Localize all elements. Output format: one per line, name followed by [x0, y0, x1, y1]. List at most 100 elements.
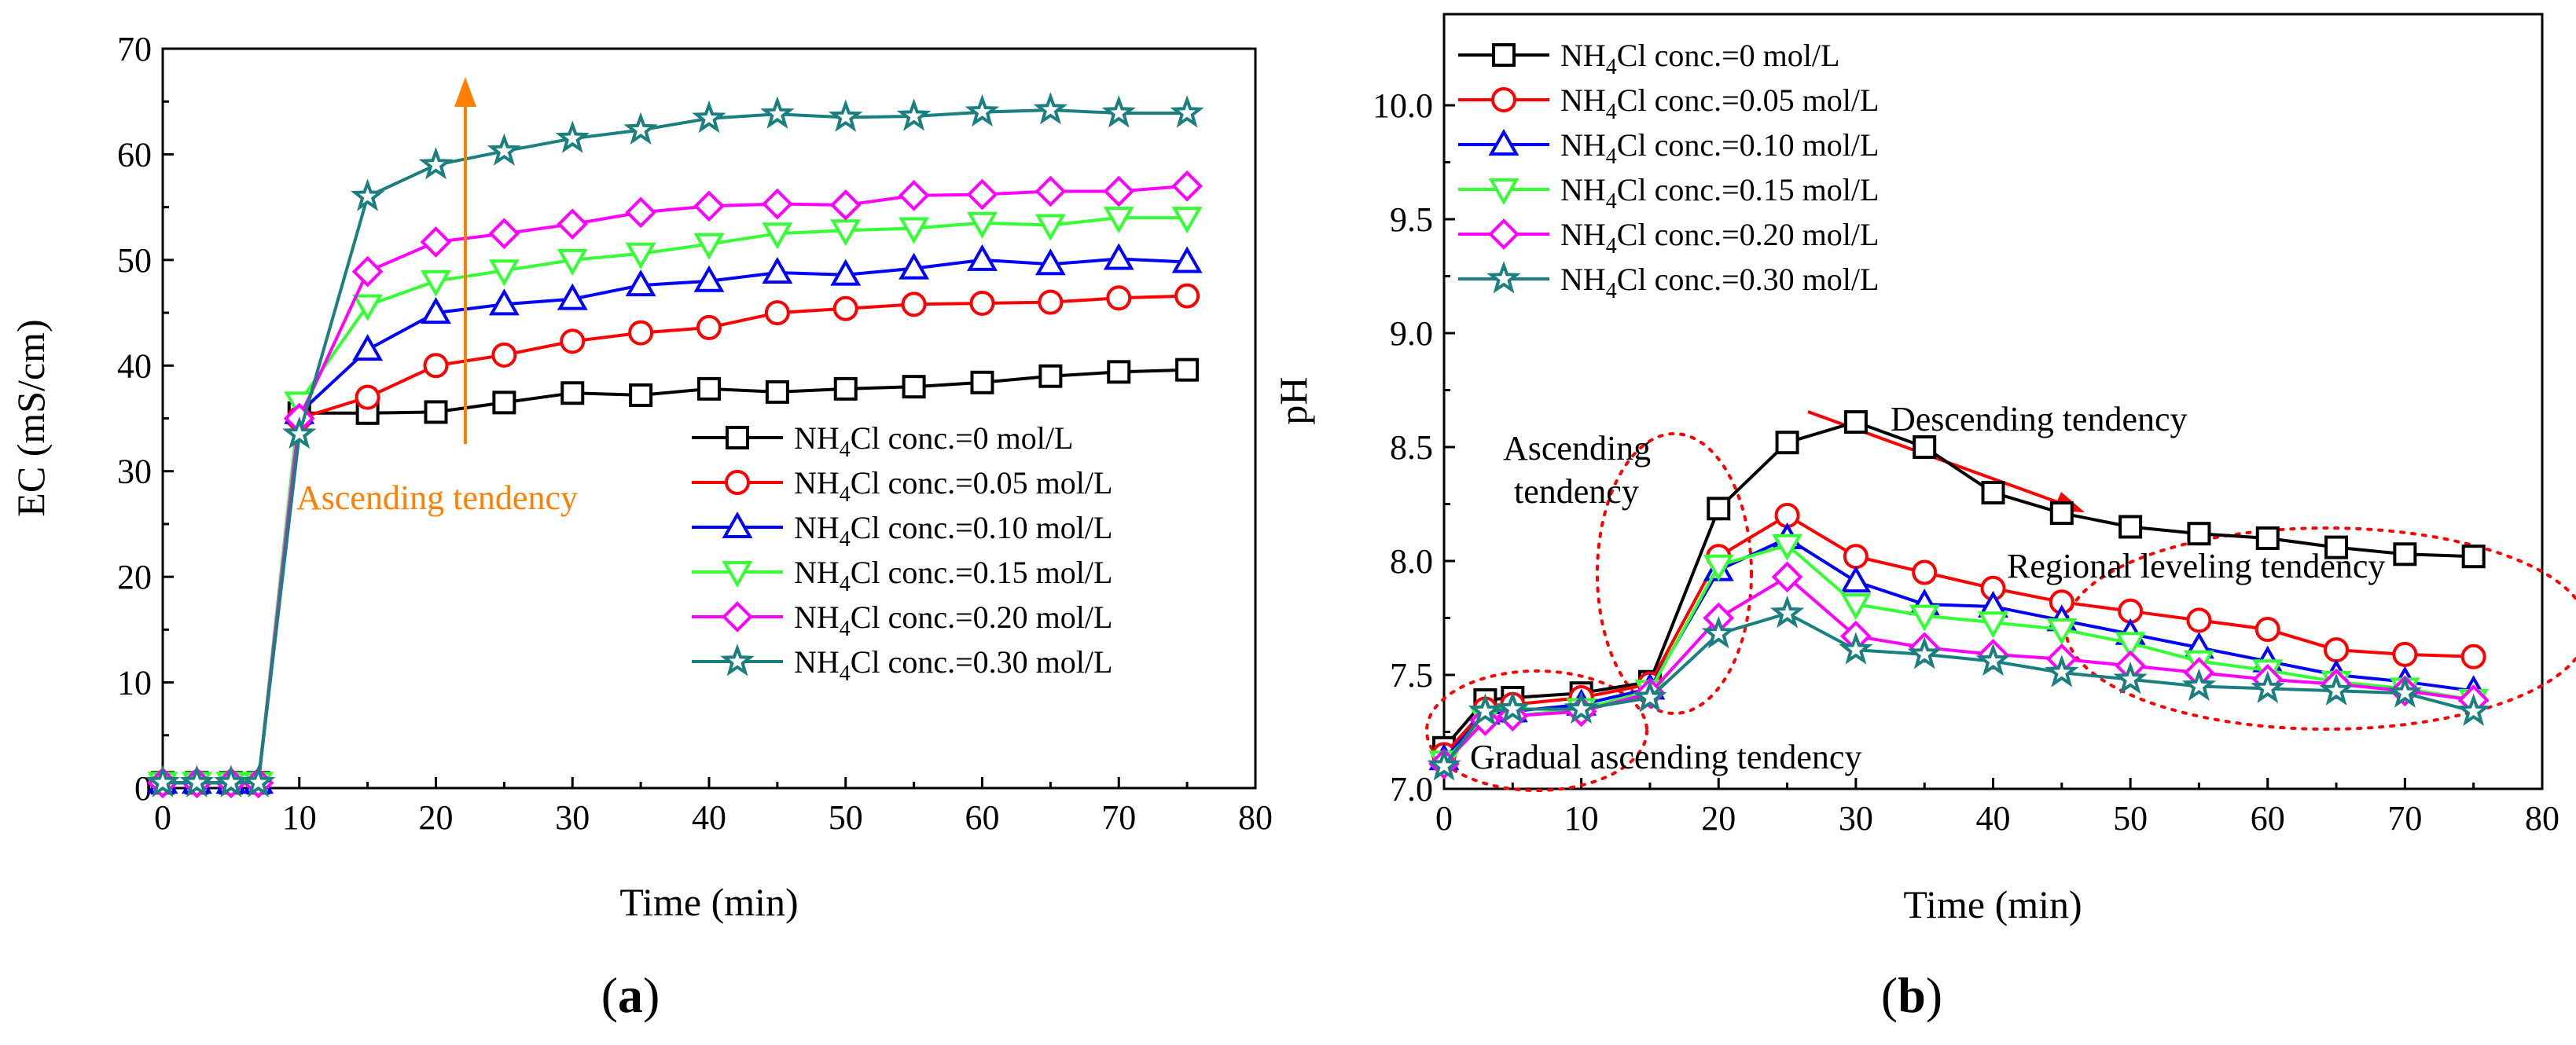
data-point: [832, 295, 858, 321]
annotation-leveling-b: Regional leveling tendency: [2007, 547, 2385, 585]
data-point: [2255, 526, 2280, 550]
data-point: [833, 376, 858, 401]
panel-label-a-open: (: [601, 967, 618, 1023]
panel-label-b-close: ): [1926, 967, 1942, 1023]
legend-item-1: NH4Cl conc.=0.05 mol/L: [692, 465, 1112, 507]
y-tick-label: 10: [117, 664, 152, 702]
panel-b: 0 10 20 30 40 50 60 70 807.07.58.08.59.09.510.0 …: [1271, 13, 2576, 1023]
legend-label: NH4Cl conc.=0 mol/L: [794, 420, 1073, 462]
data-point: [557, 248, 588, 276]
data-point: [829, 99, 863, 132]
legend-item-4: NH4Cl conc.=0.20 mol/L: [1458, 217, 1879, 258]
y-tick-label: 9.5: [1390, 200, 1433, 239]
data-point: [1840, 566, 1872, 593]
annotation-gradual-b: Gradual ascending tendency: [1470, 738, 1861, 776]
data-point: [1843, 410, 1868, 434]
legend-marker: [1488, 128, 1520, 156]
data-point: [1913, 435, 1937, 459]
data-point: [967, 244, 998, 271]
legend-label: NH4Cl conc.=0.15 mol/L: [1560, 172, 1879, 214]
data-point: [2461, 544, 2486, 569]
ellipse-gradual: [1425, 669, 1648, 792]
legend-label: NH4Cl conc.=0.10 mol/L: [794, 510, 1112, 552]
series-layer-a: [145, 92, 1204, 799]
data-point: [625, 242, 656, 270]
x-tick-label: 30: [1839, 799, 1873, 838]
x-tick-label: 10: [282, 798, 317, 837]
data-point: [625, 270, 656, 297]
data-point: [829, 189, 862, 221]
data-point: [1840, 593, 1872, 621]
data-point: [2118, 515, 2143, 539]
data-point: [2319, 673, 2354, 706]
data-point: [2251, 670, 2285, 703]
data-point: [421, 270, 451, 297]
panel-label-b-letter: b: [1898, 967, 1926, 1023]
data-point: [1038, 364, 1063, 388]
data-point: [1772, 534, 1803, 561]
data-point: [693, 233, 725, 260]
legend-marker: [720, 644, 755, 676]
data-point: [214, 764, 248, 798]
data-point: [765, 380, 789, 404]
data-point: [2113, 661, 2148, 695]
x-tick-label: 0: [154, 798, 171, 837]
data-point: [418, 147, 454, 180]
data-point: [2045, 654, 2079, 688]
y-tick-label: 8.5: [1390, 428, 1433, 467]
data-point: [1033, 92, 1068, 125]
data-point: [1912, 559, 1938, 585]
data-point: [830, 258, 862, 286]
y-tick-label: 7.5: [1390, 656, 1433, 695]
data-point: [1775, 431, 1799, 455]
x-tick-label: 80: [1238, 798, 1273, 837]
panel-label-a: (a): [601, 967, 660, 1023]
data-point: [1034, 175, 1067, 207]
x-tick-label: 0: [1435, 799, 1453, 838]
x-tick-label: 40: [1976, 799, 2011, 838]
annotation-ascending-a: Ascending tendency: [296, 478, 578, 517]
data-point: [1174, 283, 1200, 309]
data-point: [1907, 636, 1942, 669]
data-point: [557, 208, 589, 240]
data-point: [970, 370, 994, 394]
data-point: [492, 390, 516, 415]
legend-label: NH4Cl conc.=0.20 mol/L: [1560, 217, 1879, 258]
data-point: [830, 219, 862, 247]
ticks-b: 0 10 20 30 40 50 60 70 80 7.0 7.5 8.0 8.5 9.0 9.5 10.0: [1373, 86, 2559, 838]
data-point: [1175, 358, 1200, 382]
x-tick-label: 10: [1564, 799, 1599, 838]
data-point: [487, 133, 522, 166]
series-layer-b: [1427, 410, 2491, 781]
data-point: [1101, 95, 1136, 128]
data-point: [901, 292, 927, 317]
data-point: [902, 375, 926, 399]
data-point: [696, 314, 722, 340]
data-point: [560, 328, 586, 354]
series-5: [1427, 595, 2491, 781]
data-point: [1909, 604, 1940, 632]
data-point: [488, 288, 520, 316]
data-point: [1103, 207, 1134, 234]
data-point: [693, 265, 725, 292]
y-axis-title-a: EC (mS/cm): [9, 319, 53, 516]
data-point: [491, 342, 517, 368]
y-tick-label: 30: [117, 453, 152, 491]
data-point: [1103, 243, 1134, 270]
data-point: [2187, 522, 2211, 546]
data-point: [969, 290, 995, 316]
data-point: [1633, 680, 1667, 713]
legend-label: NH4Cl conc.=0.30 mol/L: [794, 644, 1112, 686]
data-point: [1468, 693, 1503, 726]
data-point: [1707, 497, 1731, 521]
y-tick-label: 60: [117, 135, 152, 174]
data-point: [1975, 643, 2011, 676]
data-point: [421, 297, 451, 324]
data-point: [351, 255, 384, 288]
legend-item-4: NH4Cl conc.=0.20 mol/L: [692, 600, 1112, 641]
data-point: [2393, 542, 2417, 566]
legend-item-2: NH4Cl conc.=0.10 mol/L: [692, 510, 1112, 552]
data-point: [762, 256, 793, 284]
